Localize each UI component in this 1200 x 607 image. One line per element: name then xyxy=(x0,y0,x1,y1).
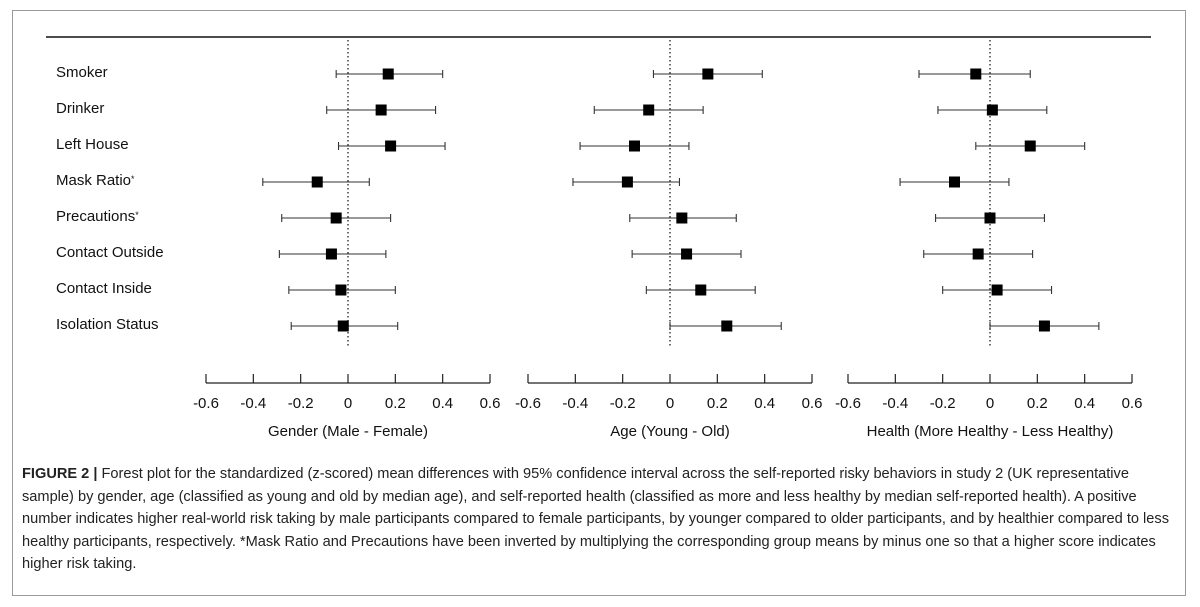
point-estimate-marker xyxy=(972,248,984,260)
x-tick-label: -0.2 xyxy=(288,395,314,412)
x-tick-label: 0.4 xyxy=(432,395,453,412)
row-label-text: Mask Ratio xyxy=(56,172,132,189)
caption-text: Forest plot for the standardized (z-scor… xyxy=(22,466,1170,573)
x-tick-label: 0.6 xyxy=(802,395,823,412)
point-estimate-marker xyxy=(325,248,337,260)
x-tick-label: 0.4 xyxy=(754,395,775,412)
row-label-text: Drinker xyxy=(56,100,105,117)
point-estimate-marker xyxy=(382,68,394,80)
caption-label: FIGURE 2 | xyxy=(22,466,98,482)
x-tick-label: -0.6 xyxy=(193,395,219,412)
point-estimate-marker xyxy=(1024,140,1036,152)
row-label-text: Precautions xyxy=(56,208,136,225)
x-tick-label: -0.6 xyxy=(515,395,541,412)
point-estimate-marker xyxy=(335,284,347,296)
point-estimate-marker xyxy=(984,212,996,224)
point-estimate-marker xyxy=(721,320,733,332)
x-tick-label: 0 xyxy=(666,395,674,412)
point-estimate-marker xyxy=(311,176,323,188)
x-tick-label: 0.6 xyxy=(1122,395,1143,412)
x-tick-label: 0.6 xyxy=(480,395,501,412)
row-label: Mask Ratio* xyxy=(56,172,135,190)
point-estimate-marker xyxy=(970,68,982,80)
point-estimate-marker xyxy=(695,284,707,296)
point-estimate-marker xyxy=(621,176,633,188)
row-label-text: Isolation Status xyxy=(56,316,159,333)
x-tick-label: 0.2 xyxy=(385,395,406,412)
x-tick-label: 0.4 xyxy=(1074,395,1095,412)
x-tick-label: 0 xyxy=(986,395,994,412)
point-estimate-marker xyxy=(986,104,998,116)
row-label-text: Smoker xyxy=(56,64,108,81)
figure-caption: FIGURE 2 | Forest plot for the standardi… xyxy=(22,463,1182,576)
row-label: Drinker xyxy=(56,100,104,118)
point-estimate-marker xyxy=(702,68,714,80)
point-estimate-marker xyxy=(330,212,342,224)
point-estimate-marker xyxy=(385,140,397,152)
point-estimate-marker xyxy=(1038,320,1050,332)
row-label-text: Left House xyxy=(56,136,129,153)
inverted-marker: * xyxy=(135,210,139,220)
inverted-marker: * xyxy=(131,174,135,184)
x-tick-label: -0.6 xyxy=(835,395,861,412)
x-tick-label: -0.4 xyxy=(882,395,908,412)
x-tick-label: -0.2 xyxy=(930,395,956,412)
figure-frame xyxy=(12,10,1186,596)
forest-plot: -0.6 -0.4 -0.2 0 0.2 0.4 0.6 Gender (Male - Fem… xyxy=(46,36,1151,440)
point-estimate-marker xyxy=(643,104,655,116)
x-axis-label: Health (More Healthy - Less Healthy) xyxy=(867,423,1114,440)
x-tick-label: 0 xyxy=(344,395,352,412)
point-estimate-marker xyxy=(337,320,349,332)
point-estimate-marker xyxy=(375,104,387,116)
x-axis-label: Age (Young - Old) xyxy=(610,423,730,440)
x-tick-label: -0.4 xyxy=(240,395,266,412)
point-estimate-marker xyxy=(629,140,640,152)
row-label: Isolation Status xyxy=(56,316,159,334)
x-axis-label: Gender (Male - Female) xyxy=(268,423,428,440)
x-tick-label: 0.2 xyxy=(707,395,728,412)
point-estimate-marker xyxy=(676,212,688,224)
x-tick-label: -0.4 xyxy=(562,395,588,412)
row-label: Precautions* xyxy=(56,208,139,226)
row-label: Left House xyxy=(56,136,129,154)
row-label-text: Contact Inside xyxy=(56,280,152,297)
point-estimate-marker xyxy=(991,284,1003,296)
point-estimate-marker xyxy=(949,176,960,188)
row-label-text: Contact Outside xyxy=(56,244,164,261)
x-tick-label: 0.2 xyxy=(1027,395,1048,412)
row-label: Smoker xyxy=(56,64,108,82)
x-tick-label: -0.2 xyxy=(610,395,636,412)
row-label: Contact Outside xyxy=(56,244,164,262)
row-label: Contact Inside xyxy=(56,280,152,298)
point-estimate-marker xyxy=(681,248,693,260)
